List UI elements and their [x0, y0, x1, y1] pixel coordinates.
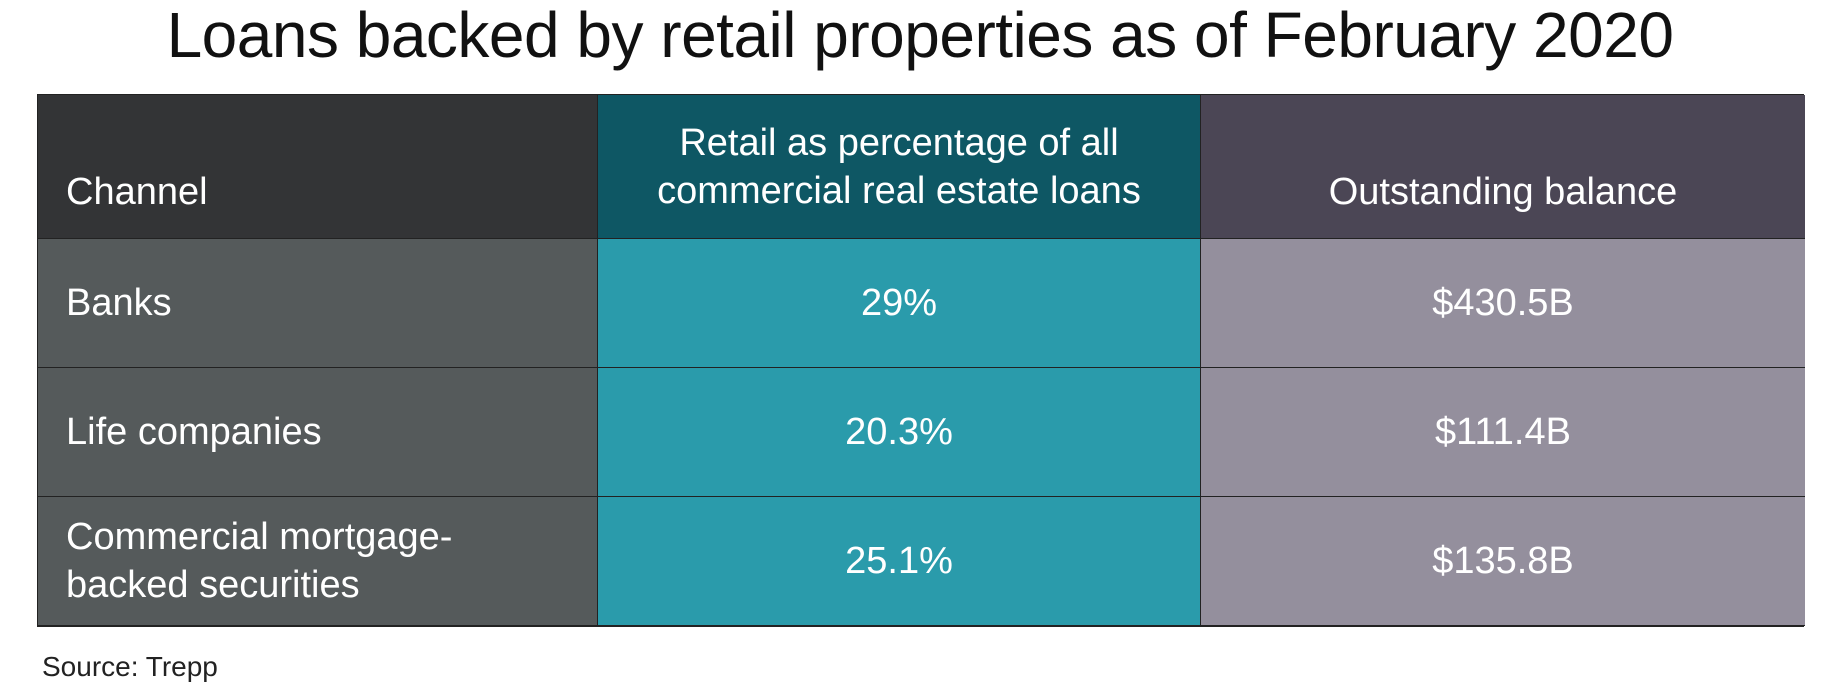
cell-balance: $111.4B [1435, 411, 1571, 453]
row-life-channel: Life companies [38, 368, 598, 497]
header-outstanding-balance: Outstanding balance [1201, 95, 1805, 239]
data-table: Channel Retail as percentage of all comm… [37, 94, 1805, 627]
source-note: Source: Trepp [42, 651, 218, 682]
cell-channel: Banks [66, 282, 172, 324]
row-cmbs-channel: Commercial mortgage-backed securities [38, 497, 598, 626]
cell-retail: 29% [860, 282, 938, 324]
row-cmbs-retail: 25.1% [598, 497, 1201, 626]
row-life-retail: 20.3% [598, 368, 1201, 497]
header-channel: Channel [38, 95, 598, 239]
header-retail-label: Retail as percentage of all commercial r… [657, 121, 1141, 212]
row-banks-balance: $430.5B [1201, 239, 1805, 368]
row-life-balance: $111.4B [1201, 368, 1805, 497]
cell-balance: $430.5B [1432, 282, 1574, 324]
cell-retail: 25.1% [845, 540, 953, 582]
cell-channel: Life companies [66, 411, 322, 453]
cell-balance: $135.8B [1432, 540, 1574, 582]
cell-channel: Commercial mortgage-backed securities [66, 516, 453, 606]
row-cmbs-balance: $135.8B [1201, 497, 1805, 626]
chart-title: Loans backed by retail properties as of … [166, 0, 1674, 71]
header-balance-label: Outstanding balance [1328, 171, 1678, 213]
row-banks-channel: Banks [38, 239, 598, 368]
row-banks-retail: 29% [598, 239, 1201, 368]
header-retail-percentage: Retail as percentage of all commercial r… [598, 95, 1201, 239]
cell-retail: 20.3% [845, 411, 953, 453]
header-channel-label: Channel [66, 171, 208, 213]
